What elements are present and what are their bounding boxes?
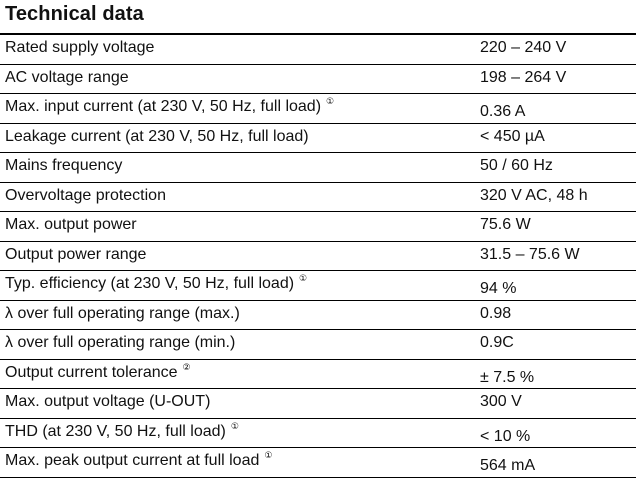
spec-label-text: Mains frequency — [5, 157, 123, 174]
spec-row: Max. output voltage (U-OUT) 300 V — [0, 389, 636, 419]
spec-label-text: λ over full operating range (max.) — [5, 304, 240, 322]
spec-row: Output current tolerance ② ± 7.5 % — [0, 360, 636, 389]
spec-label: Max. output voltage (U-OUT) — [5, 393, 210, 411]
spec-label-text: Output current tolerance — [5, 363, 178, 381]
spec-label: Typ. efficiency (at 230 V, 50 Hz, full l… — [5, 273, 308, 293]
spec-value: 0.9C — [480, 334, 514, 351]
spec-value: ± 7.5 % — [480, 368, 535, 386]
spec-value: 220 – 240 V — [480, 39, 567, 56]
spec-label: λ over full operating range (max.) — [5, 305, 240, 323]
spec-row: Max. input current (at 230 V, 50 Hz, ful… — [0, 94, 636, 124]
spec-row: Typ. efficiency (at 230 V, 50 Hz, full l… — [0, 271, 636, 301]
footnote-marker: ① — [230, 420, 239, 431]
spec-value: 300 V — [480, 393, 522, 410]
spec-value: 94 % — [480, 280, 517, 297]
spec-value: < 450 µA — [480, 127, 545, 145]
spec-row: Leakage current (at 230 V, 50 Hz, full l… — [0, 124, 636, 153]
spec-label-text: Rated supply voltage — [5, 39, 155, 56]
spec-label-text: Leakage current (at 230 V, 50 Hz, full l… — [5, 127, 309, 145]
spec-value: 50 / 60 Hz — [480, 157, 553, 174]
spec-label: Max. peak output current at full load ① — [5, 450, 273, 470]
title-divider — [0, 33, 636, 35]
spec-label-text: Max. output power — [5, 216, 137, 233]
spec-row: Mains frequency 50 / 60 Hz — [0, 153, 636, 183]
spec-value: 75.6 W — [480, 216, 531, 233]
spec-label-text: Typ. efficiency (at 230 V, 50 Hz, full l… — [5, 275, 295, 292]
spec-label: Max. output power — [5, 216, 137, 234]
spec-label: Mains frequency — [5, 157, 122, 175]
spec-label: Output current tolerance ② — [5, 361, 191, 382]
footnote-marker: ① — [326, 96, 335, 106]
spec-label: λ over full operating range (min.) — [5, 334, 235, 352]
spec-label: AC voltage range — [5, 69, 129, 87]
spec-value: < 10 % — [480, 427, 531, 445]
spec-row: λ over full operating range (min.) 0.9C — [0, 330, 636, 360]
spec-row: Rated supply voltage 220 – 240 V — [0, 35, 636, 65]
spec-value: 564 mA — [480, 457, 536, 474]
spec-row: Overvoltage protection 320 V AC, 48 h — [0, 183, 636, 212]
spec-row: λ over full operating range (max.) 0.98 — [0, 301, 636, 330]
spec-row: Max. output power 75.6 W — [0, 212, 636, 242]
footnote-marker: ① — [299, 273, 308, 283]
spec-label-text: Max. output voltage (U-OUT) — [5, 393, 211, 410]
spec-value: 31.5 – 75.6 W — [480, 245, 580, 263]
footnote-marker: ① — [264, 450, 273, 460]
spec-label-text: Output power range — [5, 245, 147, 263]
spec-label: Rated supply voltage — [5, 39, 154, 57]
spec-label-text: Max. input current (at 230 V, 50 Hz, ful… — [5, 98, 322, 115]
spec-label-text: THD (at 230 V, 50 Hz, full load) — [5, 422, 226, 440]
spec-label: Max. input current (at 230 V, 50 Hz, ful… — [5, 96, 335, 116]
spec-row: AC voltage range 198 – 264 V — [0, 65, 636, 94]
spec-value: 0.36 A — [480, 103, 526, 120]
footnote-marker: ② — [182, 361, 191, 372]
spec-label: Overvoltage protection — [5, 187, 166, 205]
spec-row: Max. peak output current at full load ① 5… — [0, 448, 636, 478]
spec-table: Rated supply voltage 220 – 240 V AC volt… — [0, 35, 636, 478]
section-title: Technical data — [5, 3, 144, 25]
spec-value: 320 V AC, 48 h — [480, 186, 588, 204]
spec-label: Leakage current (at 230 V, 50 Hz, full l… — [5, 128, 309, 146]
spec-label-text: Overvoltage protection — [5, 186, 166, 204]
spec-row: THD (at 230 V, 50 Hz, full load) ① < 10 % — [0, 419, 636, 448]
spec-label-text: λ over full operating range (min.) — [5, 334, 236, 351]
spec-label: THD (at 230 V, 50 Hz, full load) ① — [5, 420, 239, 441]
spec-value: 198 – 264 V — [480, 68, 567, 86]
spec-row: Output power range 31.5 – 75.6 W — [0, 242, 636, 271]
spec-label-text: Max. peak output current at full load — [5, 452, 260, 469]
spec-value: 0.98 — [480, 304, 512, 322]
spec-label: Output power range — [5, 246, 146, 264]
spec-label-text: AC voltage range — [5, 68, 129, 86]
